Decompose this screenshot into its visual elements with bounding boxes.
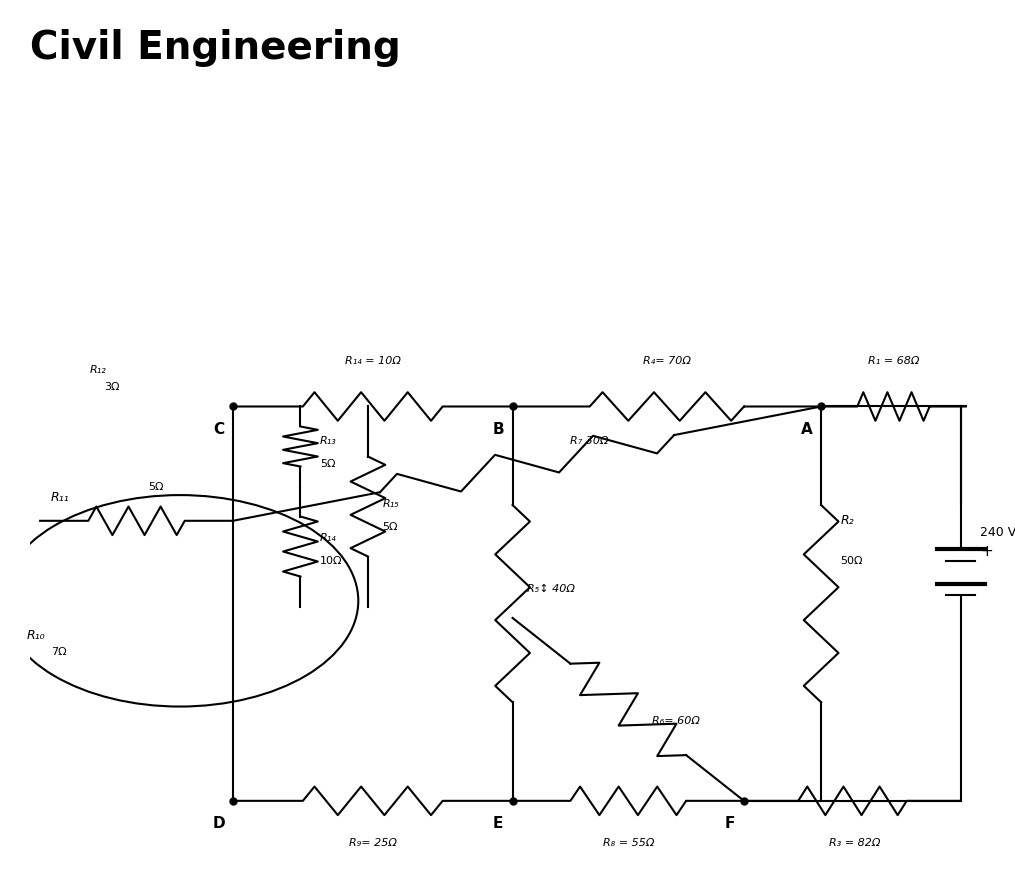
Text: F: F [725,816,735,831]
Text: 240 V: 240 V [980,526,1015,538]
Text: Civil Engineering: Civil Engineering [30,29,401,67]
Text: C: C [213,421,224,437]
Text: R₁₄: R₁₄ [320,533,337,543]
Text: 7Ω: 7Ω [52,647,67,657]
Text: E: E [493,816,503,831]
Text: R₈ = 55Ω: R₈ = 55Ω [603,838,654,848]
Text: R₁₃: R₁₃ [320,436,337,446]
Text: +: + [980,544,993,559]
Text: R₁₄ = 10Ω: R₁₄ = 10Ω [345,356,401,366]
Text: B: B [492,421,503,437]
Text: R₄= 70Ω: R₄= 70Ω [642,356,691,366]
Text: 50Ω: 50Ω [840,555,863,566]
Text: 10Ω: 10Ω [320,555,342,566]
Text: of R2, and power of R3: of R2, and power of R3 [59,246,378,273]
Text: Solve for the total resistance, current of R1, voltage: Solve for the total resistance, current … [59,181,781,209]
Text: D: D [212,816,224,831]
Text: 3Ω: 3Ω [105,382,120,392]
Text: 5Ω: 5Ω [148,482,163,492]
Text: R₁₅: R₁₅ [383,498,399,509]
Text: R₆= 60Ω: R₆= 60Ω [653,716,700,726]
Text: R₂: R₂ [840,514,854,527]
Text: R₅↕ 40Ω: R₅↕ 40Ω [527,584,574,595]
Text: R₉= 25Ω: R₉= 25Ω [349,838,397,848]
Text: R₁₀: R₁₀ [26,629,45,641]
Text: 5Ω: 5Ω [383,522,398,531]
Text: R₁ = 68Ω: R₁ = 68Ω [868,356,920,366]
Text: R₁₂: R₁₂ [89,365,107,375]
Text: 5Ω: 5Ω [320,459,335,469]
Text: R₃ = 82Ω: R₃ = 82Ω [829,838,881,848]
Text: R₇ 30Ω: R₇ 30Ω [570,436,609,446]
Text: A: A [801,421,813,437]
Text: R₁₁: R₁₁ [51,491,69,505]
